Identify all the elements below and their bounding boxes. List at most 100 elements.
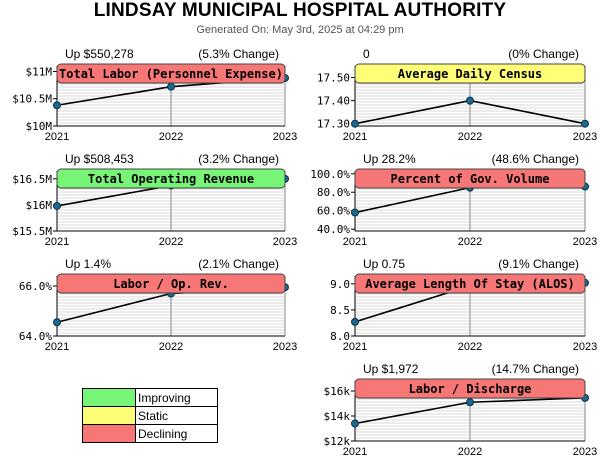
chart-3: $15.5M $16M $16.5M 2021 2022 2023 Total Operat… (12, 152, 297, 248)
x-tick-label: 2022 (159, 131, 183, 143)
data-point (351, 119, 359, 128)
x-tick-label: 2022 (458, 341, 482, 353)
change-label: Up 28.2% (363, 152, 416, 166)
legend-label-improving: Improving (135, 388, 218, 407)
page-subtitle: Generated On: May 3rd, 2025 at 04:29 pm (196, 24, 404, 36)
data-point (466, 96, 474, 105)
x-tick-label: 2022 (458, 131, 482, 143)
legend-label-declining: Declining (135, 424, 218, 443)
change-percent: (14.7% Change) (492, 362, 579, 376)
change-label: Up $508,453 (65, 152, 134, 166)
y-tick-label: 40.0% (317, 223, 350, 236)
chart-2: 17.30 17.40 17.50 2021 2022 2023 Average Daily… (317, 47, 597, 143)
x-tick-label: 2023 (273, 236, 297, 248)
page-title: LINDSAY MUNICIPAL HOSPITAL AUTHORITY (93, 0, 507, 21)
change-percent: (2.1% Change) (198, 257, 279, 271)
change-percent: (9.1% Change) (498, 257, 579, 271)
x-tick-label: 2023 (273, 341, 297, 353)
y-tick-label: 17.40 (317, 95, 350, 108)
chart-6: 8.0 8.5 9.0 2021 2022 2023 Average Length Of S… (330, 257, 597, 353)
chart-1: $10M $10.5M $11M 2021 2022 2023 Total Labor (P… (12, 47, 297, 143)
legend-swatch-declining (82, 424, 136, 443)
y-tick-label: $14k (324, 410, 351, 423)
x-tick-label: 2021 (45, 236, 69, 248)
x-tick-label: 2021 (343, 131, 367, 143)
x-tick-label: 2022 (458, 236, 482, 248)
chart-title: Total Labor (Personnel Expense) (59, 67, 283, 81)
y-tick-label: $16M (26, 199, 53, 212)
legend-row-static: Static (82, 406, 218, 425)
data-point (581, 119, 589, 128)
chart-4: 40.0% 60.0% 80.0% 100.0% 2021 2022 2023 Percent… (310, 152, 597, 248)
chart-title: Average Length Of Stay (ALOS) (365, 277, 575, 291)
y-tick-label: 17.30 (317, 118, 350, 131)
change-label: Up $550,278 (65, 47, 134, 61)
x-tick-label: 2021 (45, 341, 69, 353)
x-tick-label: 2023 (573, 236, 597, 248)
change-label: Up 0.75 (363, 257, 405, 271)
change-percent: (0% Change) (508, 47, 579, 61)
y-tick-label: $16k (324, 385, 351, 398)
chart-7: $12k $14k $16k 2021 2022 2023 Labor / Discharg… (324, 362, 598, 458)
change-label: 0 (363, 47, 370, 61)
chart-title-banner (56, 168, 286, 189)
change-percent: (48.6% Change) (492, 152, 579, 166)
legend-swatch-static (82, 406, 136, 425)
y-tick-label: $15.5M (12, 225, 52, 238)
y-tick-label: $12k (324, 435, 351, 448)
y-tick-label: 64.0% (19, 330, 52, 343)
y-tick-label: 8.0 (330, 330, 350, 343)
chart-title-banner (354, 168, 586, 189)
chart-title-banner (354, 63, 586, 84)
change-label: Up 1.4% (65, 257, 111, 271)
legend-row-improving: Improving (82, 388, 218, 407)
chart-title-banner (354, 378, 586, 399)
y-tick-label: 66.0% (19, 280, 52, 293)
chart-title: Percent of Gov. Volume (391, 172, 550, 186)
legend-swatch-improving (82, 388, 136, 407)
x-tick-label: 2022 (458, 446, 482, 458)
y-tick-label: 8.5 (330, 304, 350, 317)
x-tick-label: 2023 (573, 341, 597, 353)
data-point (351, 317, 359, 326)
data-point (351, 208, 359, 217)
y-tick-label: 60.0% (317, 205, 350, 218)
data-point (351, 419, 359, 428)
change-percent: (5.3% Change) (198, 47, 279, 61)
chart-5: 64.0% 66.0% 2021 2022 2023 Labor / Op. Rev.Up… (19, 257, 297, 353)
y-tick-label: 9.0 (330, 278, 350, 291)
chart-title: Total Operating Revenue (88, 172, 254, 186)
change-label: Up $1,972 (363, 362, 419, 376)
legend-row-declining: Declining (82, 424, 218, 443)
y-tick-label: $10.5M (12, 93, 52, 106)
x-tick-label: 2021 (45, 131, 69, 143)
chart-title-banner (56, 273, 286, 294)
y-tick-label: 100.0% (310, 168, 350, 181)
x-tick-label: 2022 (159, 341, 183, 353)
x-tick-label: 2021 (343, 236, 367, 248)
y-tick-label: $16.5M (12, 173, 52, 186)
data-point (167, 82, 175, 91)
data-point (466, 398, 474, 407)
chart-title-banner (56, 63, 286, 84)
y-tick-label: 80.0% (317, 186, 350, 199)
y-tick-label: $10M (26, 120, 53, 133)
x-tick-label: 2023 (273, 131, 297, 143)
data-point (53, 201, 61, 210)
x-tick-label: 2022 (159, 236, 183, 248)
y-tick-label: 17.50 (317, 72, 350, 85)
data-point (53, 101, 61, 110)
chart-title-banner (354, 273, 586, 294)
x-tick-label: 2023 (573, 446, 597, 458)
change-percent: (3.2% Change) (198, 152, 279, 166)
chart-title: Labor / Discharge (409, 382, 532, 396)
legend: Improving Static Declining (82, 388, 218, 443)
chart-title: Average Daily Census (398, 67, 543, 81)
legend-label-static: Static (135, 406, 218, 425)
data-point (53, 318, 61, 327)
x-tick-label: 2021 (343, 341, 367, 353)
chart-title: Labor / Op. Rev. (113, 277, 229, 291)
y-tick-label: $11M (26, 65, 53, 78)
x-tick-label: 2023 (573, 131, 597, 143)
